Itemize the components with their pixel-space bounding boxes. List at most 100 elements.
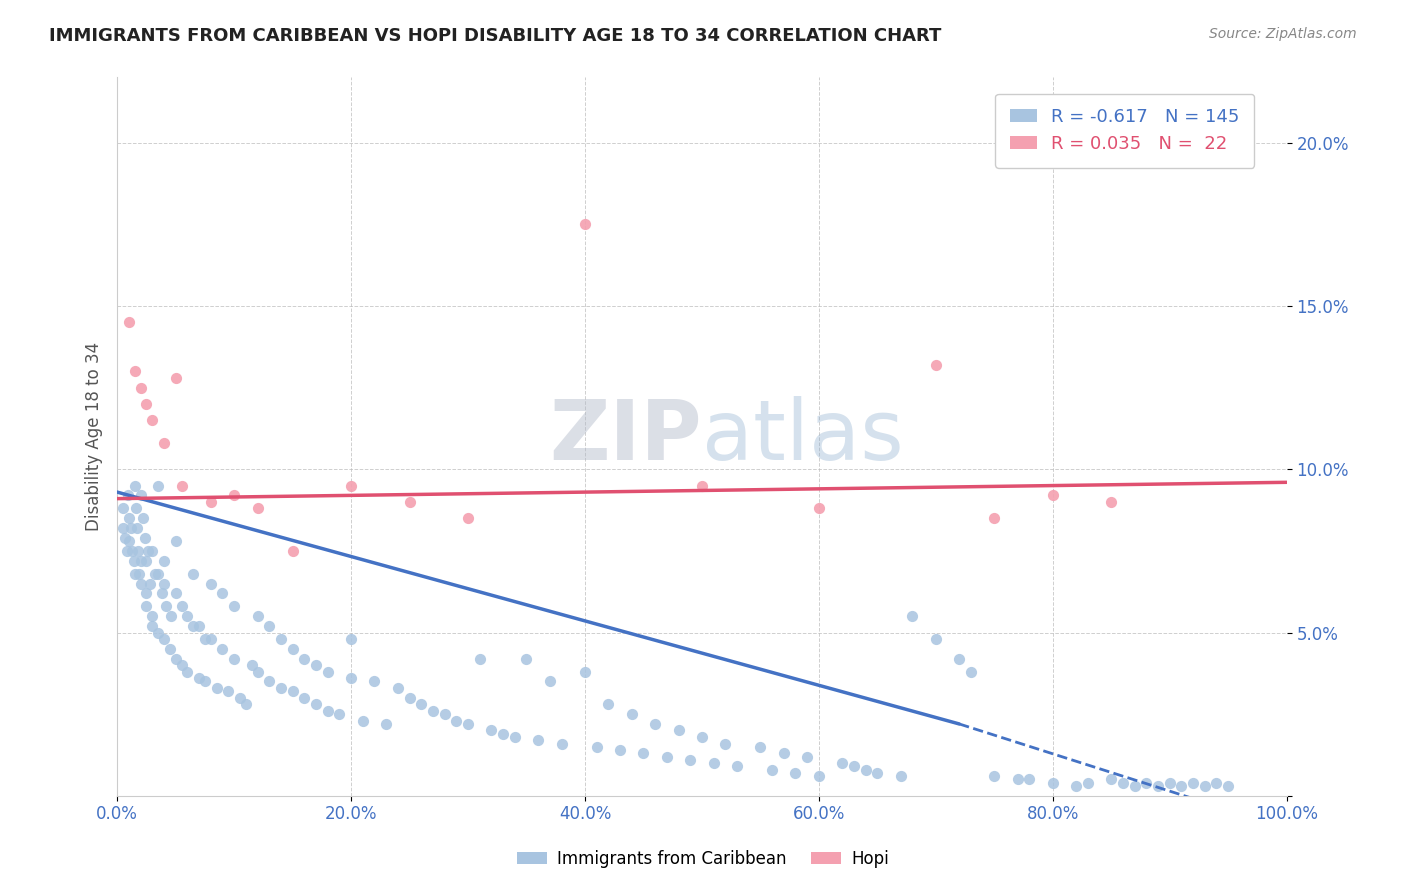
Point bbox=[550, 737, 572, 751]
Point bbox=[200, 495, 222, 509]
Point bbox=[281, 641, 304, 656]
Point bbox=[257, 674, 280, 689]
Point bbox=[281, 544, 304, 558]
Point bbox=[328, 707, 350, 722]
Point bbox=[153, 554, 176, 568]
Point bbox=[135, 397, 157, 411]
Point bbox=[1042, 775, 1064, 789]
Point bbox=[141, 413, 163, 427]
Point bbox=[200, 632, 222, 646]
Point bbox=[281, 684, 304, 698]
Point bbox=[446, 714, 468, 728]
Point bbox=[170, 478, 193, 492]
Point bbox=[714, 737, 737, 751]
Point bbox=[574, 665, 596, 679]
Point bbox=[1007, 772, 1029, 787]
Point bbox=[316, 665, 339, 679]
Point bbox=[960, 665, 983, 679]
Point bbox=[340, 671, 363, 685]
Point bbox=[1216, 779, 1239, 793]
Point bbox=[188, 671, 211, 685]
Point bbox=[690, 730, 713, 744]
Point bbox=[143, 566, 166, 581]
Point bbox=[194, 674, 217, 689]
Point bbox=[574, 218, 596, 232]
Point bbox=[422, 704, 444, 718]
Point bbox=[305, 658, 328, 673]
Point bbox=[703, 756, 725, 771]
Point bbox=[807, 769, 830, 783]
Point bbox=[115, 544, 138, 558]
Point bbox=[668, 723, 690, 738]
Point bbox=[132, 511, 155, 525]
Point bbox=[118, 511, 141, 525]
Point bbox=[136, 544, 159, 558]
Point bbox=[170, 599, 193, 614]
Point bbox=[1205, 775, 1227, 789]
Point bbox=[983, 769, 1005, 783]
Point bbox=[134, 531, 156, 545]
Point bbox=[159, 641, 181, 656]
Point bbox=[120, 521, 142, 535]
Point bbox=[598, 698, 620, 712]
Point bbox=[609, 743, 631, 757]
Point bbox=[831, 756, 853, 771]
Point bbox=[200, 576, 222, 591]
Point bbox=[112, 521, 135, 535]
Point bbox=[181, 566, 204, 581]
Point bbox=[246, 665, 269, 679]
Point bbox=[114, 531, 136, 545]
Point bbox=[538, 674, 561, 689]
Point bbox=[246, 501, 269, 516]
Point bbox=[246, 609, 269, 624]
Point bbox=[387, 681, 409, 695]
Point bbox=[620, 707, 643, 722]
Point bbox=[270, 632, 292, 646]
Point bbox=[224, 599, 246, 614]
Text: ZIP: ZIP bbox=[550, 396, 702, 477]
Text: IMMIGRANTS FROM CARIBBEAN VS HOPI DISABILITY AGE 18 TO 34 CORRELATION CHART: IMMIGRANTS FROM CARIBBEAN VS HOPI DISABI… bbox=[49, 27, 942, 45]
Legend: Immigrants from Caribbean, Hopi: Immigrants from Caribbean, Hopi bbox=[510, 844, 896, 875]
Point bbox=[901, 609, 924, 624]
Point bbox=[305, 698, 328, 712]
Point bbox=[398, 690, 420, 705]
Text: Source: ZipAtlas.com: Source: ZipAtlas.com bbox=[1209, 27, 1357, 41]
Point bbox=[1170, 779, 1192, 793]
Point bbox=[633, 747, 655, 761]
Point bbox=[1064, 779, 1087, 793]
Point bbox=[135, 586, 157, 600]
Point bbox=[129, 381, 152, 395]
Point bbox=[352, 714, 374, 728]
Text: atlas: atlas bbox=[702, 396, 904, 477]
Point bbox=[153, 576, 176, 591]
Point bbox=[229, 690, 252, 705]
Point bbox=[1147, 779, 1170, 793]
Point bbox=[194, 632, 217, 646]
Point bbox=[785, 765, 807, 780]
Point bbox=[866, 765, 889, 780]
Point bbox=[363, 674, 385, 689]
Point bbox=[492, 727, 515, 741]
Point bbox=[125, 501, 148, 516]
Point bbox=[165, 534, 187, 549]
Y-axis label: Disability Age 18 to 34: Disability Age 18 to 34 bbox=[86, 342, 103, 531]
Point bbox=[515, 651, 537, 665]
Point bbox=[135, 599, 157, 614]
Point bbox=[141, 544, 163, 558]
Point bbox=[124, 478, 146, 492]
Point bbox=[129, 488, 152, 502]
Point bbox=[925, 632, 948, 646]
Point bbox=[983, 511, 1005, 525]
Point bbox=[890, 769, 912, 783]
Point bbox=[146, 478, 169, 492]
Point bbox=[1112, 775, 1135, 789]
Point bbox=[170, 658, 193, 673]
Point bbox=[925, 358, 948, 372]
Point bbox=[165, 651, 187, 665]
Point bbox=[205, 681, 228, 695]
Point bbox=[948, 651, 970, 665]
Point bbox=[165, 586, 187, 600]
Point bbox=[1099, 772, 1122, 787]
Point bbox=[527, 733, 550, 747]
Point bbox=[129, 554, 152, 568]
